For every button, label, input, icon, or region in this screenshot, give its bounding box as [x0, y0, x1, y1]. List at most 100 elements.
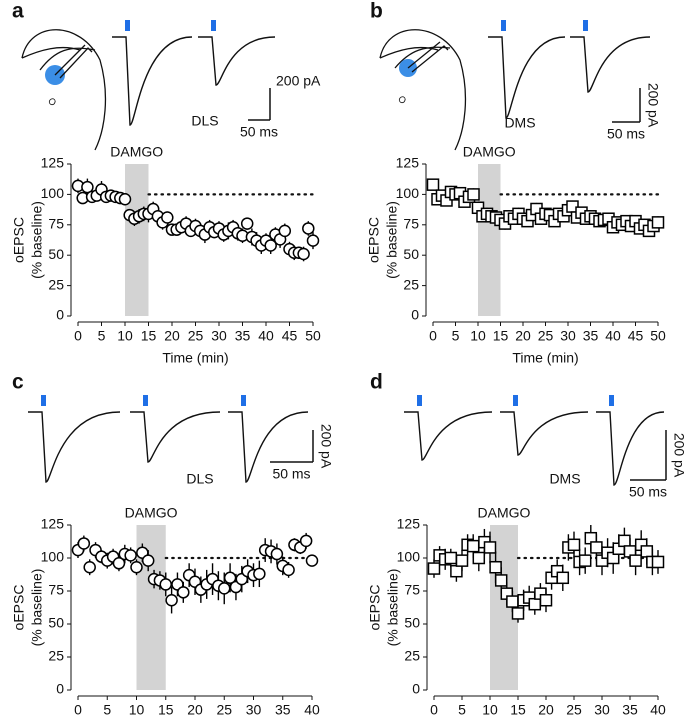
x-tick-label: 5 — [98, 328, 106, 344]
data-point — [640, 545, 654, 558]
data-point — [223, 571, 237, 585]
data-point — [506, 595, 519, 608]
y-tick-label: 0 — [56, 681, 64, 697]
x-tick-label: 40 — [258, 328, 274, 344]
data-point — [240, 217, 254, 230]
x-tick-label: 0 — [429, 328, 437, 344]
x-tick-label: 35 — [235, 328, 251, 344]
region-label: DMS — [504, 115, 535, 131]
data-point — [253, 567, 266, 581]
x-tick-label: 45 — [628, 328, 644, 344]
y-tick-label: 50 — [48, 615, 64, 631]
y-tick-label: 0 — [412, 681, 420, 697]
x-tick-label: 5 — [103, 702, 111, 718]
scale-label-x: 50 ms — [272, 466, 310, 482]
data-point — [299, 534, 313, 548]
current-trace — [404, 411, 493, 461]
panel-label: d — [370, 371, 383, 394]
x-tick-label: 30 — [594, 702, 610, 718]
data-point — [112, 557, 126, 570]
scale-label-x: 50 ms — [607, 126, 645, 142]
current-trace — [28, 411, 121, 483]
brain-schematic-a — [21, 29, 107, 151]
data-point — [489, 560, 502, 574]
light-pulse — [125, 20, 130, 31]
y-tick-label: 100 — [396, 185, 420, 201]
data-point — [556, 571, 570, 585]
x-tick-label: 5 — [452, 328, 460, 344]
brain-schematic-b — [379, 29, 467, 151]
scale-label-x: 50 ms — [629, 484, 667, 500]
x-tick-label: 0 — [430, 702, 438, 718]
x-tick-label: 0 — [74, 328, 82, 344]
drug-label: DAMGO — [110, 144, 163, 160]
drug-label: DAMGO — [478, 505, 531, 521]
y-tick-label: 125 — [396, 155, 420, 171]
x-tick-label: 15 — [141, 328, 157, 344]
x-tick-label: 15 — [158, 702, 174, 718]
x-tick-label: 5 — [458, 702, 466, 718]
data-point — [455, 554, 469, 567]
data-point — [141, 554, 155, 567]
data-point — [444, 551, 458, 565]
scale-label-x: 50 ms — [240, 124, 278, 140]
current-trace — [130, 411, 221, 463]
data-point — [83, 560, 96, 574]
data-point — [426, 178, 440, 191]
data-point — [124, 549, 137, 562]
light-pulse — [513, 395, 518, 406]
region-label: DMS — [549, 471, 580, 487]
x-tick-label: 25 — [566, 702, 582, 718]
data-point — [472, 551, 486, 565]
y-tick-label: 25 — [48, 276, 64, 292]
y-tick-label: 75 — [48, 582, 64, 598]
y-tick-label: 125 — [41, 155, 65, 171]
data-point — [629, 554, 642, 567]
data-point — [77, 537, 91, 550]
light-pulse — [241, 395, 246, 406]
x-tick-label: 35 — [275, 702, 291, 718]
region-label: DLS — [186, 471, 213, 487]
current-trace — [570, 36, 651, 93]
x-tick-label: 10 — [129, 702, 145, 718]
data-point — [118, 193, 132, 206]
y-axis-title: oEPSC — [11, 585, 27, 631]
x-axis-title: Time (min) — [512, 350, 578, 366]
y-axis-title: (% baseline) — [385, 569, 401, 647]
data-point — [618, 534, 631, 548]
panel-label: c — [12, 371, 24, 394]
current-trace — [596, 411, 665, 486]
y-axis-title: (% baseline) — [384, 201, 400, 279]
data-point — [567, 538, 581, 552]
drug-label: DAMGO — [463, 144, 516, 160]
panel-label: b — [370, 0, 383, 23]
x-tick-label: 25 — [538, 328, 554, 344]
current-trace — [228, 411, 309, 483]
y-tick-label: 50 — [48, 246, 64, 262]
scale-label-y: 200 pA — [671, 433, 685, 478]
light-pulse — [417, 395, 422, 406]
x-tick-label: 25 — [216, 702, 232, 718]
current-trace — [112, 36, 193, 126]
y-tick-label: 25 — [404, 648, 420, 664]
data-point — [539, 593, 553, 607]
current-trace — [500, 411, 589, 456]
region-label: DLS — [191, 113, 218, 129]
y-tick-label: 25 — [403, 276, 419, 292]
scale-label-y: 200 pA — [645, 83, 661, 128]
y-tick-label: 100 — [41, 549, 65, 565]
current-trace — [488, 36, 566, 119]
x-axis-title: Time (min) — [162, 350, 228, 366]
data-point — [177, 586, 190, 599]
data-point — [450, 564, 463, 578]
data-point — [161, 211, 174, 224]
light-pulse — [501, 20, 506, 31]
drug-shade — [125, 164, 149, 316]
data-point — [528, 597, 542, 611]
data-point — [130, 560, 143, 574]
x-tick-label: 50 — [305, 328, 321, 344]
x-tick-label: 45 — [282, 328, 298, 344]
y-axis-title: (% baseline) — [29, 201, 45, 279]
light-pulse — [211, 20, 216, 31]
